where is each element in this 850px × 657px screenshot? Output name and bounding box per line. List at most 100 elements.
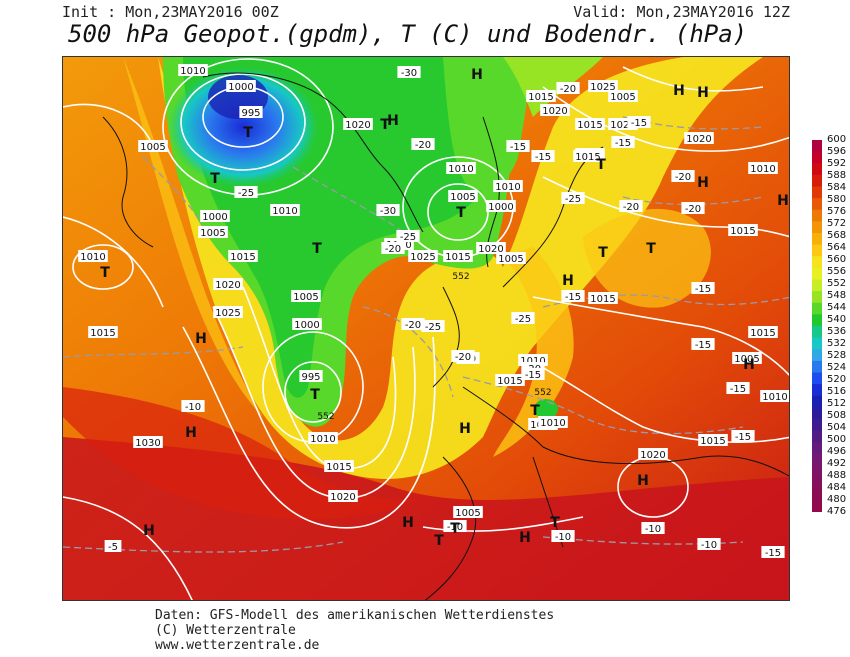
scale-label: 552: [827, 278, 847, 289]
footer-website[interactable]: www.wetterzentrale.de: [155, 638, 320, 653]
temperature-label-box: [697, 538, 721, 550]
temperature-label-box: [561, 290, 585, 302]
isobar: [422, 516, 584, 532]
scale-swatch: [812, 198, 822, 211]
pressure-label: 1015: [590, 294, 615, 305]
pressure-label-box: [732, 352, 762, 364]
scale-swatch: [812, 430, 822, 443]
scale-label: 596: [827, 146, 847, 157]
scale-label: 544: [827, 302, 847, 313]
temperature-label-box: [611, 136, 635, 148]
scale-swatch: [812, 395, 822, 408]
low-pressure-marker: T: [310, 387, 320, 403]
scale-label: 592: [827, 158, 847, 169]
yellow-edge-west: [123, 57, 263, 417]
high-pressure-marker: H: [697, 175, 709, 191]
temperature-label: -20: [560, 84, 576, 95]
temperature-label-box: [691, 282, 715, 294]
temperature-label-box: [761, 546, 785, 558]
pressure-label-box: [133, 436, 163, 448]
pressure-label: 1025: [215, 308, 240, 319]
temperature-label: -5: [108, 542, 118, 553]
scale-swatch: [812, 267, 822, 280]
temperature-label-box: [731, 430, 755, 442]
pressure-label: 1015: [445, 252, 470, 263]
pressure-label-box: [178, 64, 208, 76]
temperature-label-box: [396, 230, 420, 242]
high-pressure-marker: H: [697, 85, 709, 101]
pressure-label-box: [213, 306, 243, 318]
temperature-label: -15: [695, 340, 711, 351]
pressure-label: 1020: [686, 134, 711, 145]
scale-swatch: [812, 140, 822, 153]
temperature-label-box: [641, 522, 665, 534]
scale-label: 556: [827, 266, 847, 277]
pressure-label-box: [226, 80, 256, 92]
scale-label: 476: [827, 506, 847, 517]
pressure-label-box: [88, 326, 118, 338]
low-pressure-marker: T: [210, 171, 220, 187]
pressure-label-box: [198, 226, 228, 238]
low-pressure-marker: T: [456, 205, 466, 221]
pressure-label: 1020: [345, 120, 370, 131]
pressure-label-box: [638, 448, 668, 460]
scale-swatch: [812, 360, 822, 373]
high-pressure-marker: H: [562, 273, 574, 289]
coastline-greenland-west: [102, 116, 154, 248]
temperature-label: -20: [455, 352, 471, 363]
scale-label: 564: [827, 242, 847, 253]
footer: Daten: GFS-Modell des amerikanischen Wet…: [155, 608, 554, 653]
pressure-label: 1025: [610, 120, 635, 131]
pressure-label-box: [453, 506, 483, 518]
temp-isoline: [362, 306, 454, 398]
high-pressure-marker: H: [387, 113, 399, 129]
temperature-label-box: [681, 202, 705, 214]
scale-swatch: [812, 488, 822, 501]
temperature-label-box: [551, 530, 575, 542]
pressure-label-box: [292, 318, 322, 330]
footer-data-source: Daten: GFS-Modell des amerikanischen Wet…: [155, 608, 555, 623]
scale-label: 548: [827, 290, 847, 301]
high-pressure-marker: H: [402, 515, 414, 531]
temperature-label: -15: [615, 138, 631, 149]
scale-swatch: [812, 477, 822, 490]
pressure-label: 1015: [577, 120, 602, 131]
pressure-label: 1025: [410, 252, 435, 263]
low-pressure-marker: T: [646, 241, 656, 257]
pressure-label-box: [588, 80, 618, 92]
scale-label: 560: [827, 254, 847, 265]
high-pressure-marker: H: [459, 421, 471, 437]
temperature-label-box: [376, 204, 400, 216]
pressure-label: 1005: [200, 228, 225, 239]
pressure-label: 995: [301, 372, 320, 383]
pressure-label: 1005: [140, 142, 165, 153]
scale-swatch: [812, 302, 822, 315]
scale-label: 512: [827, 398, 847, 409]
scale-label: 504: [827, 422, 847, 433]
cold-core-low: [168, 67, 318, 187]
isobar: [522, 356, 789, 443]
pressure-label: 1000: [202, 212, 227, 223]
scale-label: 588: [827, 170, 847, 181]
scale-label: 520: [827, 374, 847, 385]
pressure-label-box: [748, 162, 778, 174]
temperature-label: -20: [385, 244, 401, 255]
pressure-label: 1000: [294, 320, 319, 331]
scale-swatch: [812, 500, 822, 512]
geopotential-label: 552: [534, 388, 551, 398]
pressure-label-box: [228, 250, 258, 262]
pressure-label-box: [748, 326, 778, 338]
pressure-label: 1000: [488, 202, 513, 213]
scale-swatch: [812, 174, 822, 187]
temperature-label-box: [511, 312, 535, 324]
scale-swatch: [812, 186, 822, 199]
temperature-label-box: [421, 320, 445, 332]
pressure-label: 1015: [575, 152, 600, 163]
temperature-label: -20: [685, 204, 701, 215]
scale-label: 532: [827, 338, 847, 349]
temperature-label-box: [627, 116, 651, 128]
high-pressure-marker: H: [519, 530, 531, 546]
init-time-label: Init : Mon,23MAY2016 00Z: [62, 3, 279, 21]
coastline-britain: [432, 286, 460, 388]
pressure-label: 1005: [610, 92, 635, 103]
